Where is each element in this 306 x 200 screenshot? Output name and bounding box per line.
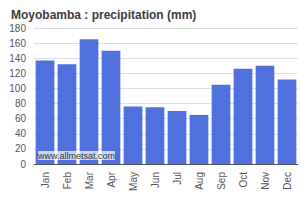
svg-text:Dec: Dec <box>282 172 293 190</box>
svg-text:80: 80 <box>15 98 27 109</box>
svg-text:60: 60 <box>15 113 27 124</box>
svg-text:20: 20 <box>15 143 27 154</box>
svg-text:Feb: Feb <box>62 172 73 190</box>
svg-text:180: 180 <box>9 23 26 34</box>
svg-text:100: 100 <box>9 83 26 94</box>
svg-text:120: 120 <box>9 68 26 79</box>
svg-text:Mar: Mar <box>84 171 95 189</box>
svg-text:Moyobamba : precipitation (mm): Moyobamba : precipitation (mm) <box>11 8 196 22</box>
svg-text:40: 40 <box>15 128 27 139</box>
svg-text:Jul: Jul <box>172 172 183 185</box>
svg-text:Jan: Jan <box>40 172 51 188</box>
svg-text:Apr: Apr <box>106 171 117 187</box>
svg-text:140: 140 <box>9 53 26 64</box>
svg-text:Sep: Sep <box>216 172 227 190</box>
svg-text:Aug: Aug <box>194 172 205 190</box>
svg-text:May: May <box>128 172 139 191</box>
svg-text:www.allmetsat.com: www.allmetsat.com <box>37 151 115 161</box>
svg-text:Nov: Nov <box>260 172 271 190</box>
svg-text:Jun: Jun <box>150 172 161 188</box>
svg-text:Oct: Oct <box>238 172 249 188</box>
svg-text:0: 0 <box>20 159 26 170</box>
svg-text:160: 160 <box>9 38 26 49</box>
